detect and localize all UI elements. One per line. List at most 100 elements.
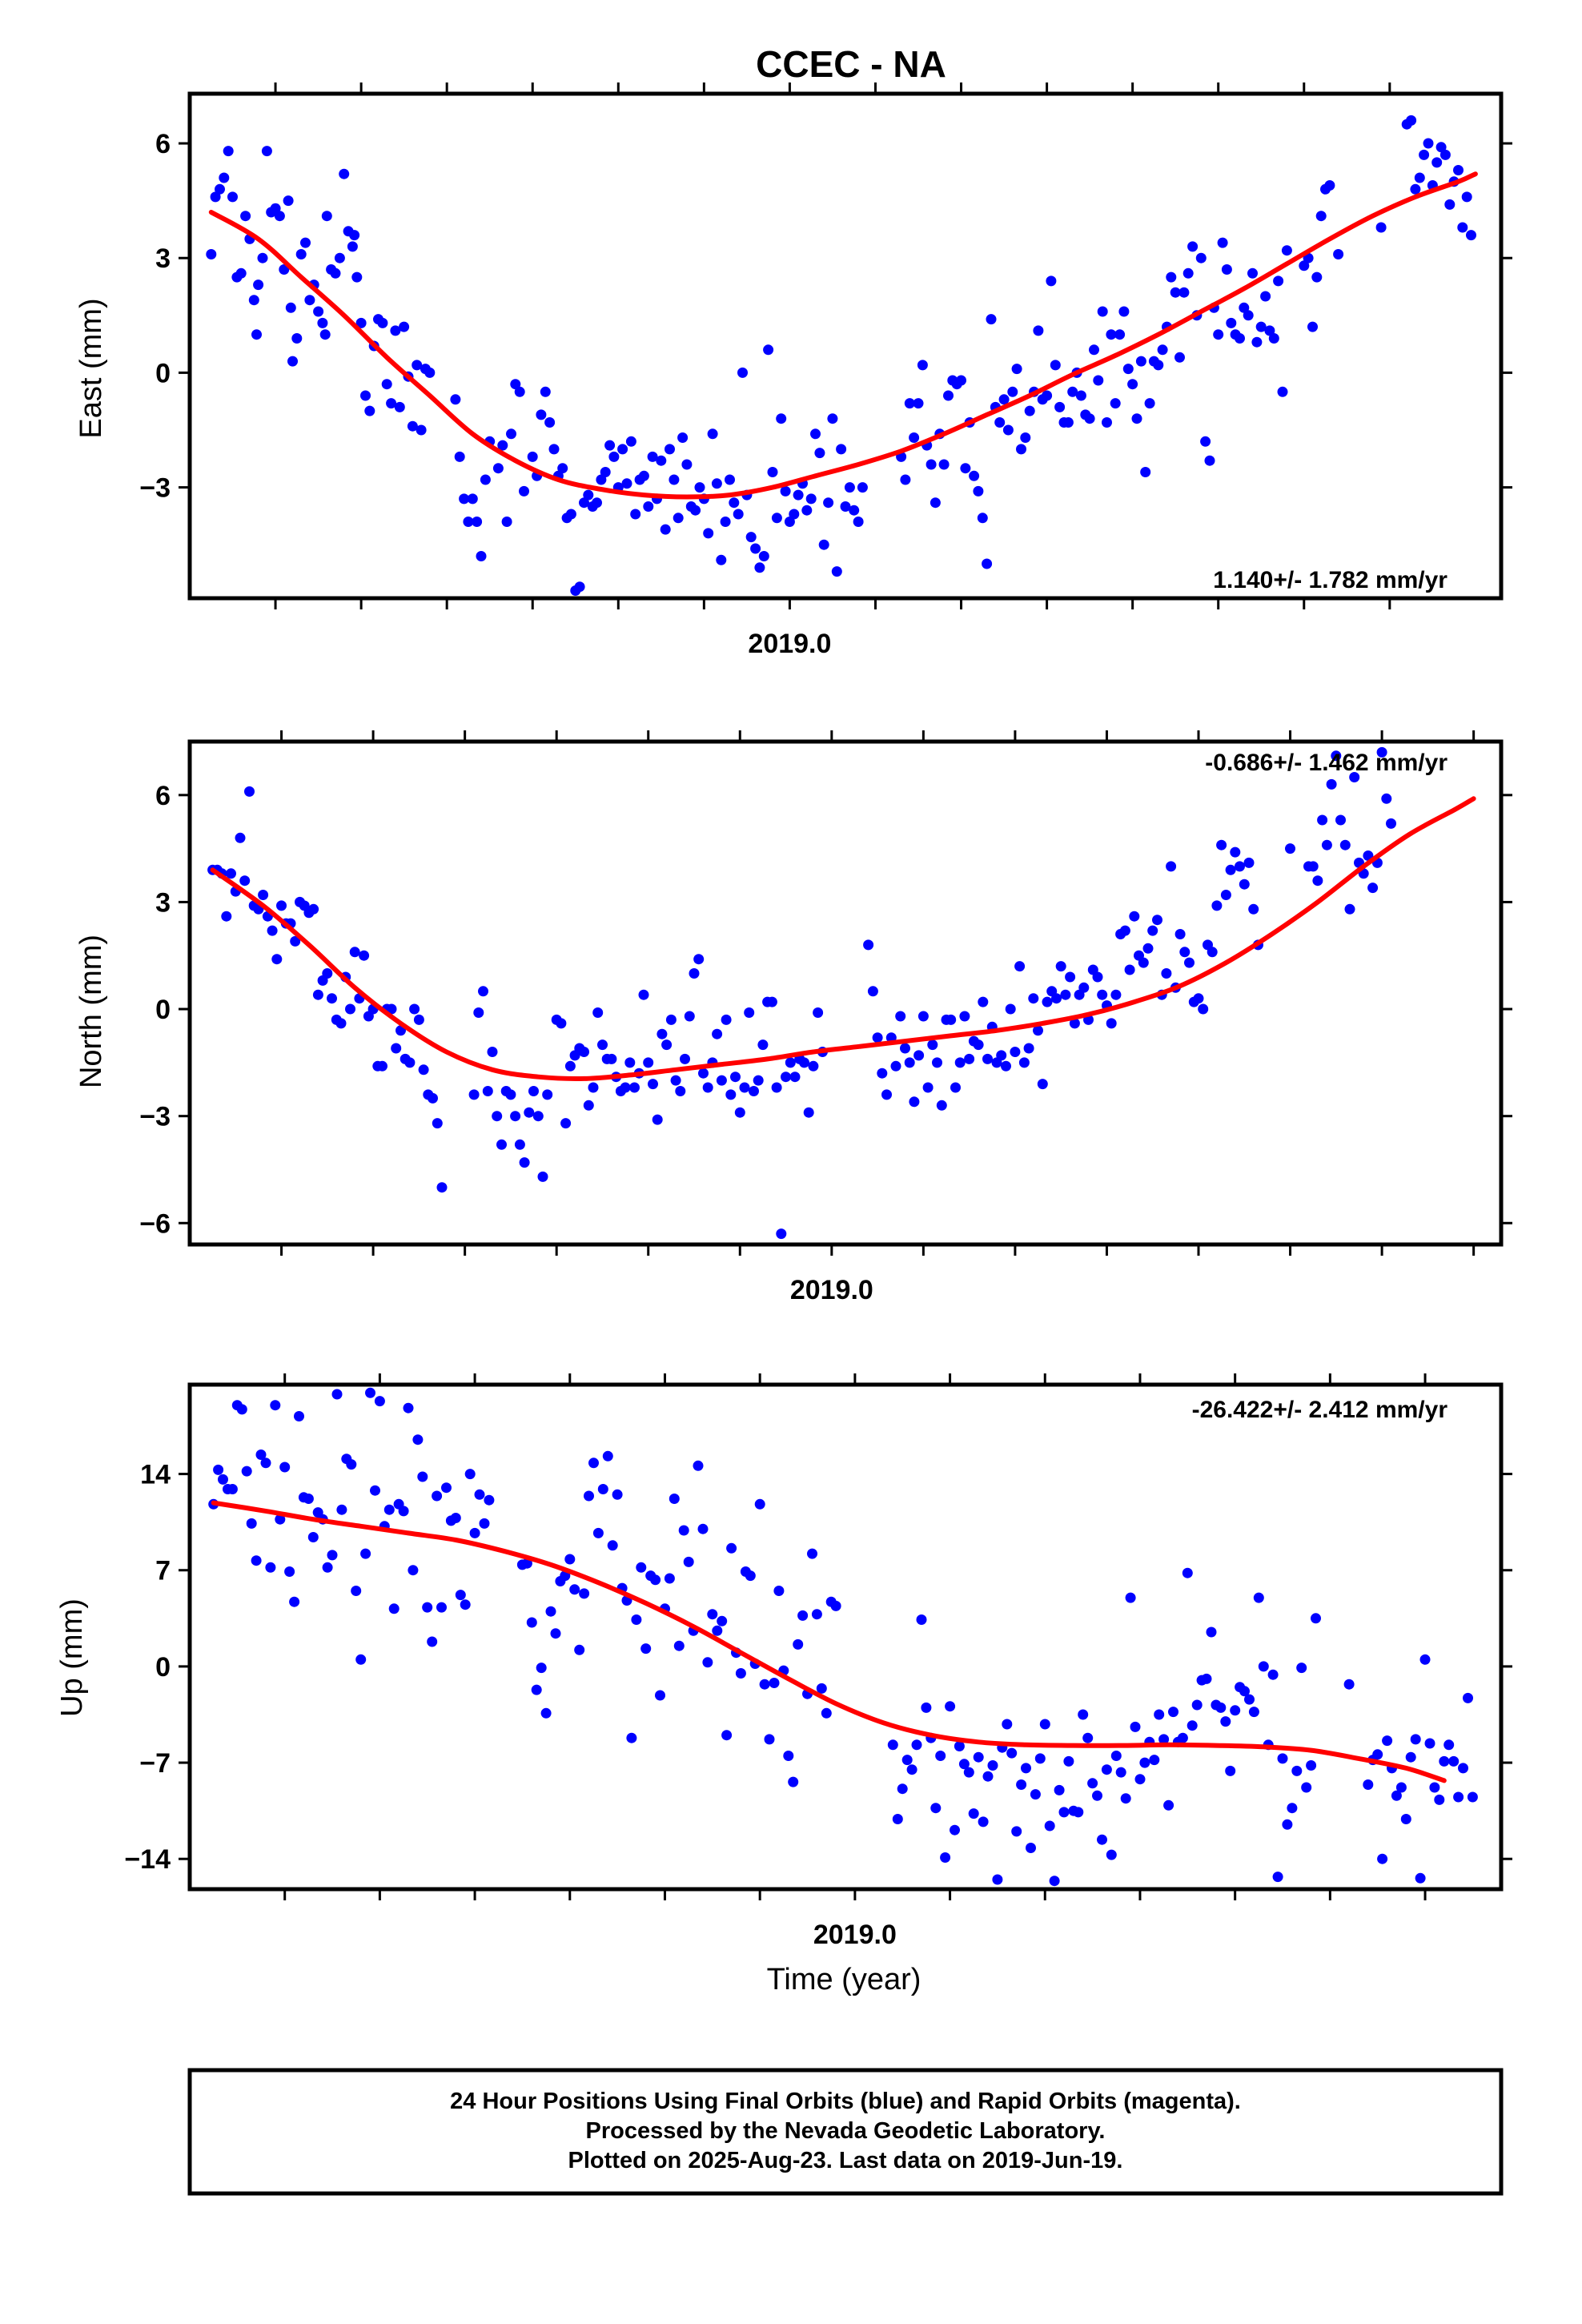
up-data-point (1363, 1779, 1374, 1790)
east-data-point (544, 417, 556, 428)
north-data-point (1179, 947, 1191, 958)
up-data-point (1087, 1778, 1098, 1789)
up-data-point (954, 1741, 965, 1751)
up-data-point (294, 1411, 304, 1421)
north-data-point (913, 1050, 925, 1061)
east-data-point (313, 306, 324, 317)
east-data-point (1435, 142, 1447, 153)
east-data-point (665, 444, 675, 455)
up-data-point (892, 1814, 903, 1824)
east-data-point (565, 509, 576, 520)
east-data-point (1221, 264, 1232, 275)
north-data-point (730, 1072, 741, 1083)
up-data-point (1296, 1663, 1307, 1674)
north-data-point (532, 1111, 544, 1122)
up-data-point (655, 1690, 665, 1701)
east-data-point (669, 474, 680, 485)
up-data-point (773, 1586, 785, 1596)
up-data-point (408, 1565, 419, 1576)
up-data-point (1110, 1751, 1122, 1761)
north-ytick-label: 3 (155, 887, 171, 918)
east-data-point (1444, 199, 1456, 210)
north-data-point (863, 939, 874, 951)
up-data-point (469, 1527, 480, 1538)
up-data-point (783, 1751, 794, 1761)
up-data-point (588, 1458, 599, 1469)
north-data-point (624, 1057, 636, 1068)
north-data-point (1211, 900, 1223, 911)
east-data-point (274, 211, 285, 222)
north-data-point (487, 1047, 498, 1057)
north-data-point (519, 1157, 530, 1168)
north-data-point (588, 1082, 599, 1093)
east-data-point (1315, 211, 1327, 222)
north-data-point (1239, 879, 1250, 890)
north-data-point (239, 875, 251, 887)
up-data-point (351, 1586, 362, 1596)
up-data-point (1006, 1747, 1018, 1759)
north-data-point (386, 1003, 397, 1015)
north-data-point (675, 1086, 686, 1096)
east-data-point (1243, 310, 1254, 321)
east-data-point (579, 497, 589, 509)
up-data-point (1220, 1716, 1231, 1727)
up-data-point (921, 1702, 932, 1713)
up-data-point (963, 1767, 974, 1778)
east-data-point (235, 267, 247, 279)
east-data-point (1046, 275, 1057, 287)
up-data-point (255, 1449, 267, 1460)
north-data-point (1321, 839, 1332, 850)
up-rate-label: -26.422+/- 2.412 mm/yr (1192, 1397, 1448, 1423)
up-data-point (370, 1485, 380, 1496)
up-data-point (1163, 1799, 1174, 1811)
up-data-point (1034, 1753, 1046, 1764)
north-data-point (1216, 839, 1227, 850)
up-data-point (897, 1783, 908, 1795)
up-data-point (1134, 1774, 1146, 1785)
east-data-point (251, 329, 262, 340)
east-data-point (424, 367, 436, 378)
east-data-point (381, 379, 392, 390)
north-data-point (877, 1068, 888, 1079)
north-data-point (524, 1107, 535, 1118)
east-ytick-label: −3 (139, 473, 171, 504)
up-data-point (906, 1764, 917, 1775)
up-data-point (916, 1614, 927, 1625)
east-data-point (771, 513, 782, 524)
up-data-point (631, 1614, 642, 1625)
up-data-point (427, 1636, 438, 1647)
north-data-point (564, 1060, 576, 1072)
east-data-point (1050, 360, 1061, 371)
east-data-point (399, 321, 410, 332)
east-data-point (1273, 275, 1284, 287)
north-data-point (1065, 971, 1076, 983)
up-data-point (1410, 1734, 1421, 1745)
east-data-point (956, 375, 966, 386)
east-data-point (1011, 364, 1022, 375)
east-data-point (480, 474, 491, 485)
up-data-point (769, 1678, 780, 1688)
up-data-point (1287, 1803, 1298, 1814)
north-data-point (766, 996, 777, 1007)
east-data-point (729, 497, 740, 509)
east-data-point (364, 405, 375, 416)
up-data-point (1030, 1789, 1041, 1800)
up-data-point (441, 1482, 452, 1494)
north-data-point (904, 1057, 915, 1068)
up-data-point (275, 1514, 286, 1525)
north-data-point (771, 1082, 782, 1093)
north-data-point (1147, 925, 1158, 936)
up-data-point (811, 1609, 822, 1620)
east-data-point (831, 566, 842, 577)
north-data-point (528, 1086, 539, 1096)
east-data-point (1178, 287, 1190, 298)
east-ylabel: East (mm) (74, 298, 108, 438)
chart-title: CCEC - NA (756, 43, 946, 85)
east-data-point (1213, 329, 1224, 340)
east-data-point (681, 459, 693, 470)
east-data-point (904, 398, 915, 409)
up-data-point (602, 1450, 613, 1462)
east-data-point (643, 501, 654, 512)
north-data-point (712, 1028, 723, 1039)
up-data-point (940, 1852, 951, 1863)
